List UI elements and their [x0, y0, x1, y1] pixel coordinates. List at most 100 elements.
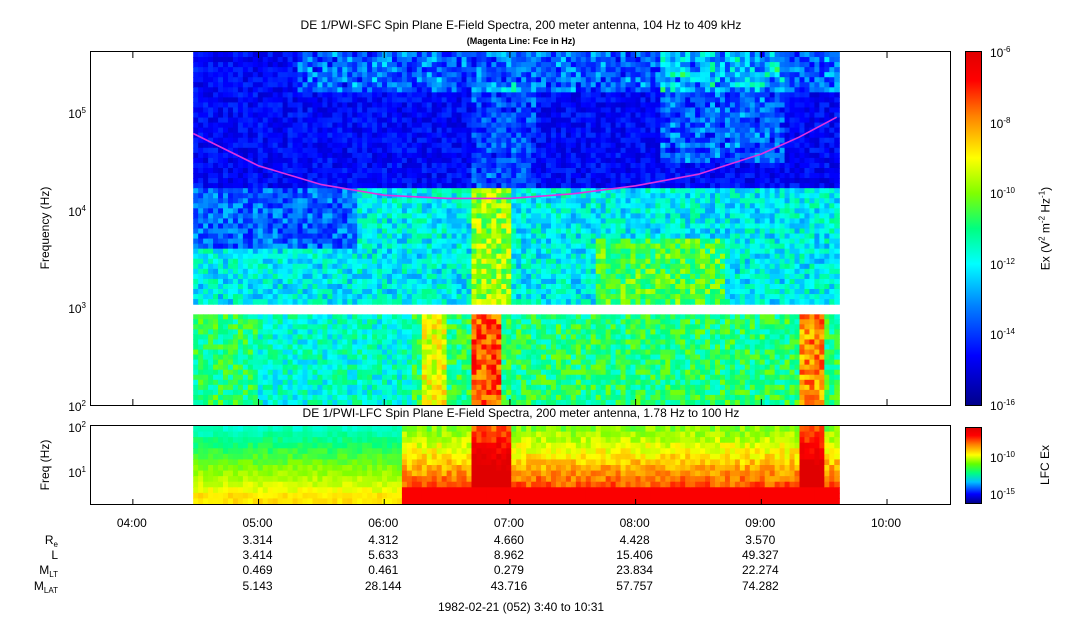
sfc-cell	[456, 379, 463, 386]
sfc-cell	[357, 359, 363, 366]
sfc-cell	[456, 62, 463, 68]
sfc-cell	[292, 137, 299, 144]
sfc-cell	[541, 127, 547, 134]
sfc-cell	[242, 364, 249, 371]
sfc-cell	[337, 369, 343, 376]
sfc-cell	[247, 147, 254, 154]
sfc-cell	[382, 67, 388, 73]
sfc-cell	[511, 173, 517, 179]
sfc-cell	[252, 62, 259, 68]
sfc-cell	[456, 344, 463, 351]
sfc-cell	[451, 152, 458, 159]
sfc-cell	[421, 354, 428, 361]
sfc-cell	[372, 178, 378, 184]
sfc-cell	[342, 334, 348, 341]
sfc-cell	[272, 319, 279, 325]
sfc-cell	[536, 218, 542, 225]
sfc-cell	[372, 389, 378, 396]
sfc-cell	[521, 173, 527, 179]
sfc-cell	[466, 117, 473, 124]
sfc-cell	[302, 62, 309, 68]
sfc-cell	[555, 112, 562, 119]
sfc-cell	[551, 198, 557, 204]
sfc-cell	[471, 147, 478, 154]
sfc-cell	[262, 319, 269, 325]
sfc-cell	[541, 283, 547, 290]
sfc-cell	[208, 157, 214, 164]
sfc-cell	[416, 213, 423, 220]
sfc-cell	[342, 273, 348, 280]
sfc-cell	[531, 364, 537, 371]
sfc-cell	[198, 329, 204, 335]
sfc-cell	[421, 389, 428, 396]
sfc-cell	[506, 349, 512, 356]
sfc-cell	[282, 203, 289, 209]
sfc-cell	[387, 379, 393, 386]
sfc-cell	[262, 193, 269, 199]
sfc-cell	[227, 329, 234, 335]
sfc-cell	[227, 147, 234, 154]
sfc-cell	[451, 258, 458, 265]
sfc-cell	[352, 107, 358, 114]
sfc-cell	[198, 268, 204, 275]
sfc-cell	[262, 142, 269, 149]
sfc-cell	[257, 203, 264, 209]
sfc-cell	[372, 92, 378, 98]
sfc-cell	[337, 364, 343, 371]
sfc-cell	[193, 122, 199, 129]
sfc-cell	[198, 127, 204, 134]
sfc-cell	[297, 319, 304, 325]
sfc-cell	[555, 87, 562, 93]
sfc-cell	[471, 112, 478, 119]
sfc-cell	[476, 389, 483, 396]
sfc-cell	[486, 394, 492, 401]
sfc-cell	[441, 359, 448, 366]
sfc-cell	[516, 369, 522, 376]
sfc-cell	[416, 238, 423, 245]
sfc-cell	[327, 248, 333, 255]
sfc-cell	[391, 299, 398, 305]
sfc-cell	[242, 107, 249, 114]
sfc-cell	[208, 92, 214, 98]
sfc-cell	[516, 162, 522, 169]
sfc-cell	[367, 344, 373, 351]
sfc-cell	[218, 384, 224, 391]
sfc-cell	[526, 379, 532, 386]
sfc-cell	[516, 359, 522, 366]
sfc-cell	[436, 132, 443, 139]
sfc-cell	[223, 258, 229, 265]
sfc-cell	[391, 142, 398, 149]
sfc-cell	[357, 162, 363, 169]
sfc-cell	[446, 389, 453, 396]
sfc-cell	[307, 77, 314, 83]
sfc-cell	[451, 117, 458, 124]
sfc-cell	[406, 117, 413, 124]
sfc-cell	[227, 263, 234, 270]
sfc-cell	[322, 258, 328, 265]
sfc-cell	[551, 253, 557, 260]
sfc-cell	[531, 233, 537, 240]
sfc-cell	[297, 198, 304, 204]
sfc-cell	[232, 289, 239, 295]
sfc-cell	[441, 379, 448, 386]
sfc-cell	[327, 233, 333, 240]
sfc-cell	[411, 107, 418, 114]
sfc-cell	[198, 389, 204, 396]
sfc-cell	[431, 117, 438, 124]
sfc-cell	[511, 329, 517, 335]
sfc-cell	[391, 72, 398, 78]
sfc-cell	[198, 233, 204, 240]
sfc-cell	[347, 122, 353, 129]
sfc-cell	[307, 127, 314, 134]
sfc-cell	[416, 314, 423, 320]
sfc-cell	[441, 193, 448, 199]
sfc-cell	[551, 399, 557, 405]
sfc-cell	[282, 394, 289, 401]
sfc-cell	[391, 324, 398, 330]
sfc-cell	[267, 157, 274, 164]
sfc-cell	[491, 268, 497, 275]
sfc-cell	[237, 87, 244, 93]
sfc-cell	[401, 394, 408, 401]
sfc-cell	[516, 228, 522, 235]
sfc-cell	[242, 218, 249, 225]
